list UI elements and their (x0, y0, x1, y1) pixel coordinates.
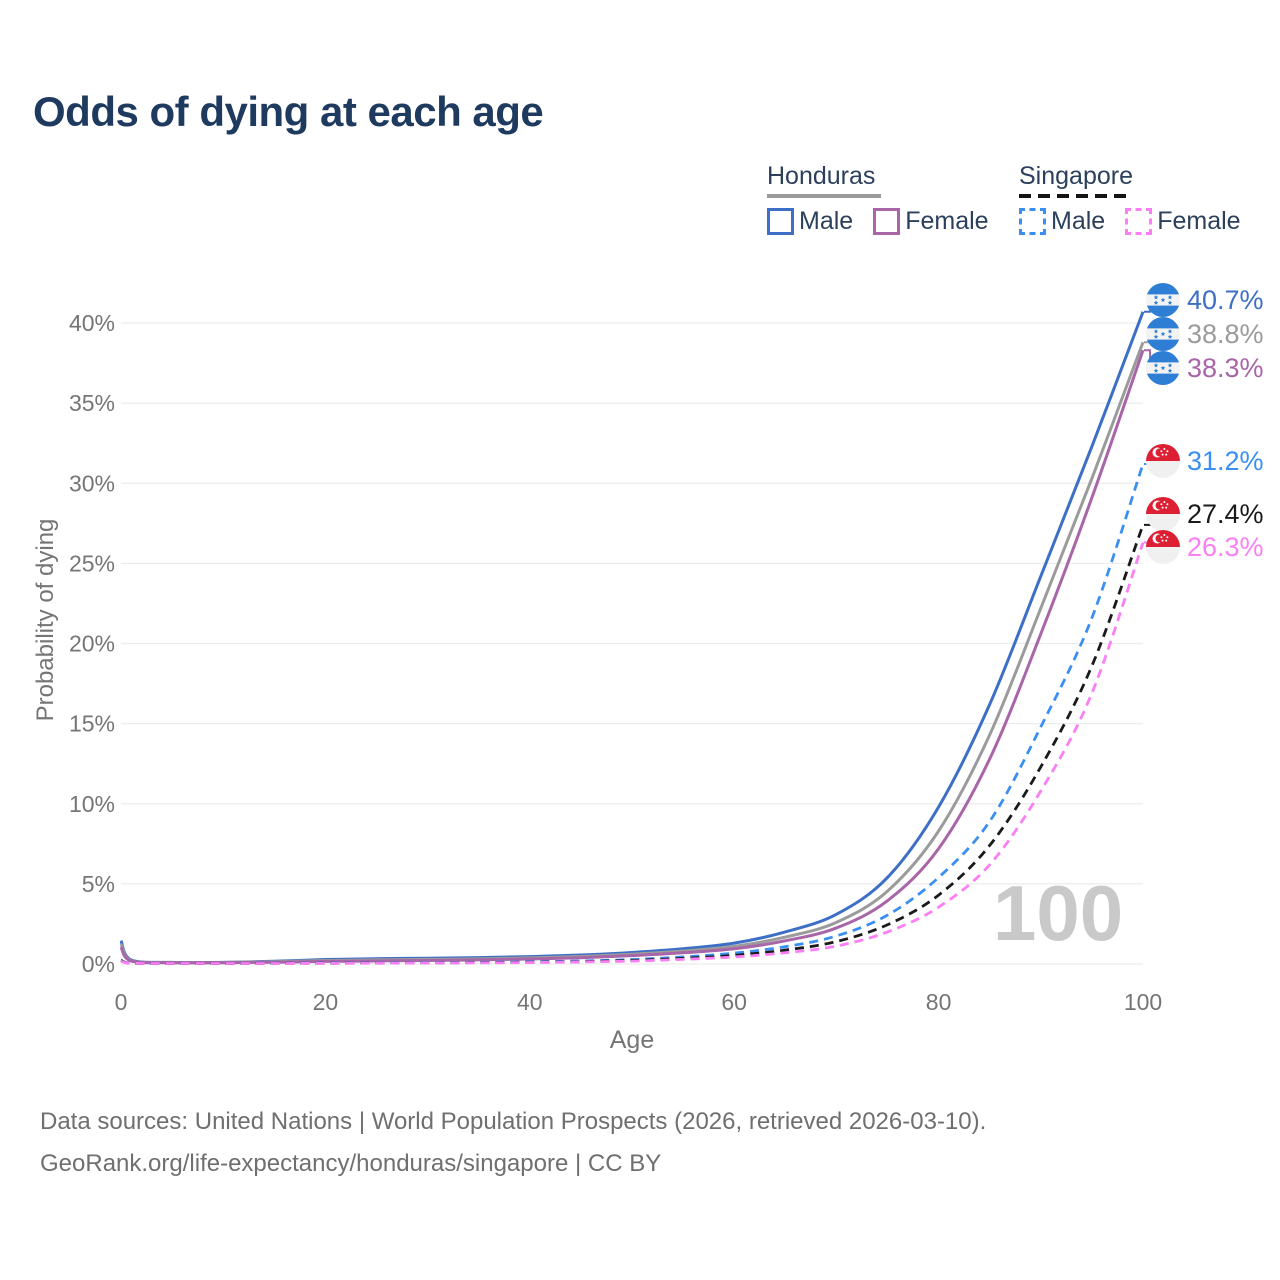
series-line-honduras-combined (119, 341, 1145, 965)
x-axis-title: Age (609, 1026, 655, 1054)
singapore-flag-icon (1146, 444, 1180, 478)
singapore-female-swatch-icon (1125, 208, 1153, 235)
end-value-label: 40.7% (1187, 284, 1264, 315)
y-tick-label: 25% (69, 550, 115, 576)
footer-attribution-url: GeoRank.org/life-expectancy/honduras/sin… (40, 1150, 662, 1177)
y-tick-label: 30% (69, 470, 115, 496)
end-value-label: 38.8% (1187, 318, 1264, 349)
end-value-label: 38.3% (1187, 352, 1264, 383)
end-value-row-singapore-combined: 27.4% (1146, 497, 1264, 531)
end-value-row-honduras-female: 38.3% (1146, 351, 1264, 385)
legend-item-label: Male (799, 207, 854, 235)
y-tick-label: 10% (69, 791, 115, 817)
end-value-row-singapore-female: 26.3% (1146, 530, 1264, 564)
series-line-honduras-female (119, 349, 1145, 965)
singapore-flag-icon (1146, 530, 1180, 564)
end-value-row-honduras-combined: 38.8% (1146, 317, 1264, 351)
x-tick-label: 20 (313, 989, 339, 1015)
x-tick-label: 100 (1124, 989, 1162, 1015)
page-title: Odds of dying at each age (33, 88, 544, 135)
end-value-row-honduras-male: 40.7% (1146, 283, 1264, 317)
y-tick-label: 15% (69, 711, 115, 737)
x-tick-label: 80 (926, 989, 952, 1015)
singapore-male-swatch-icon (1019, 208, 1046, 235)
legend-group-singapore: Singapore Male Female (1019, 162, 1241, 236)
honduras-female-swatch-icon (873, 208, 901, 235)
legend-singapore-dashed-line-swatch (1019, 194, 1133, 198)
end-value-row-singapore-male: 31.2% (1146, 444, 1264, 478)
legend-honduras-solid-line-swatch (767, 194, 881, 198)
legend-group-honduras: Honduras Male Female (767, 162, 989, 236)
honduras-flag-icon (1146, 283, 1180, 317)
legend-item-honduras-female[interactable]: Female (873, 207, 989, 236)
legend-item-singapore-female[interactable]: Female (1125, 207, 1241, 236)
y-tick-label: 35% (69, 390, 115, 416)
honduras-male-swatch-icon (767, 208, 794, 235)
end-value-label: 27.4% (1187, 498, 1264, 529)
legend-item-label: Female (905, 207, 989, 235)
legend-item-label: Male (1051, 207, 1106, 235)
end-value-label: 26.3% (1187, 531, 1264, 562)
legend-item-honduras-male[interactable]: Male (767, 207, 853, 236)
y-tick-label: 0% (82, 951, 115, 977)
legend-item-label: Female (1157, 207, 1241, 235)
legend-item-singapore-male[interactable]: Male (1019, 207, 1105, 236)
y-tick-label: 20% (69, 631, 115, 657)
series-line-singapore-combined (120, 524, 1145, 965)
x-tick-label: 60 (721, 989, 747, 1015)
legend-honduras-title: Honduras (767, 162, 876, 190)
series-line-singapore-female (120, 542, 1145, 965)
honduras-flag-icon (1146, 317, 1180, 351)
x-tick-label: 0 (115, 989, 128, 1015)
honduras-flag-icon (1146, 351, 1180, 385)
footer-data-sources: Data sources: United Nations | World Pop… (40, 1108, 987, 1135)
series-line-singapore-male (120, 463, 1145, 965)
legend-singapore-title: Singapore (1019, 162, 1133, 190)
y-tick-label: 40% (69, 310, 115, 336)
y-tick-label: 5% (82, 871, 115, 897)
singapore-flag-icon (1146, 497, 1180, 531)
x-tick-label: 40 (517, 989, 543, 1015)
end-value-label: 31.2% (1187, 445, 1264, 476)
